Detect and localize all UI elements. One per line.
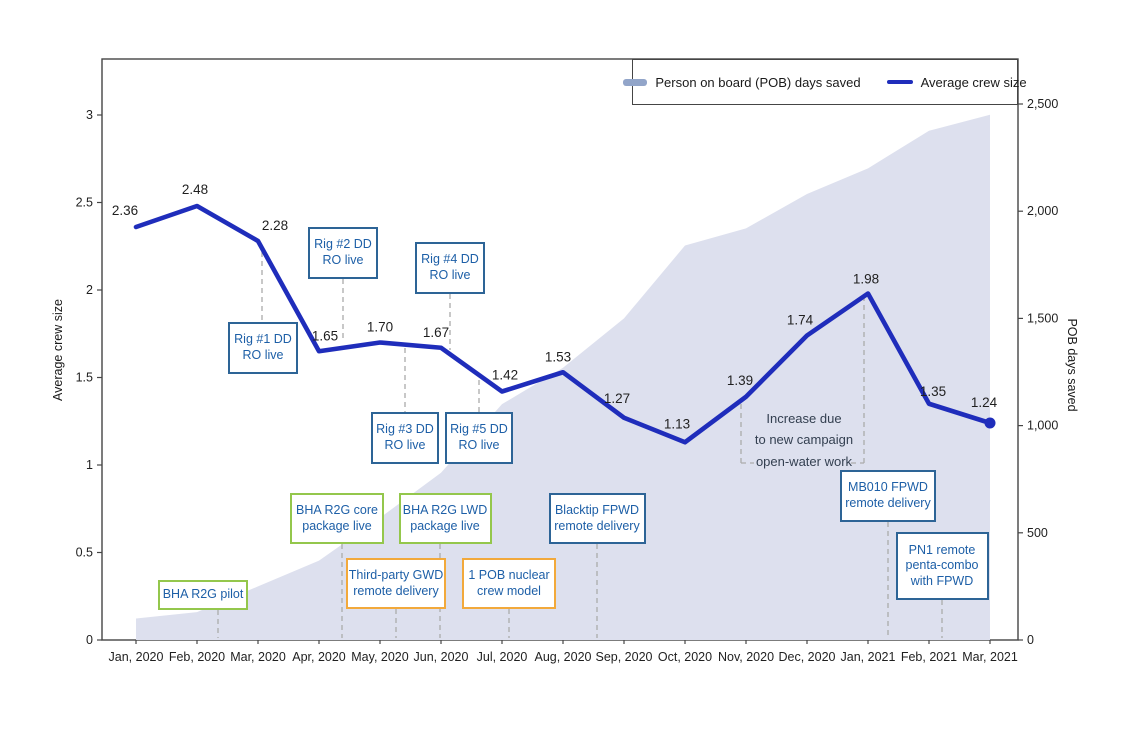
left-axis-tick-label: 1 — [86, 458, 93, 472]
line-end-marker — [984, 417, 996, 429]
legend-label-pob-days-saved: Person on board (POB) days saved — [655, 74, 861, 90]
line-series-swatch-icon — [886, 80, 913, 84]
data-point-label: 1.39 — [727, 373, 753, 388]
data-point-label: 1.67 — [423, 325, 449, 340]
right-axis-tick-label: 500 — [1027, 526, 1048, 540]
x-axis-month-label: Jan, 2021 — [841, 650, 896, 664]
area-series-swatch-icon — [623, 78, 648, 86]
legend-item-pob-days-saved: Person on board (POB) days saved — [623, 74, 861, 90]
data-point-label: 2.48 — [182, 182, 208, 197]
chart-legend: Person on board (POB) days saved Average… — [623, 59, 1027, 105]
data-point-label: 1.24 — [971, 395, 998, 410]
data-point-label: 1.98 — [853, 272, 879, 287]
x-axis-month-label: Dec, 2020 — [779, 650, 836, 664]
right-axis-title: POB days saved — [1065, 318, 1079, 412]
x-axis-month-label: Feb, 2020 — [169, 650, 225, 664]
left-axis-tick-label: 3 — [86, 108, 93, 122]
x-axis-month-label: Apr, 2020 — [292, 650, 346, 664]
data-point-label: 1.13 — [664, 416, 690, 431]
left-axis-title: Average crew size — [51, 299, 65, 401]
data-point-label: 1.70 — [367, 320, 393, 335]
x-axis-month-label: May, 2020 — [351, 650, 408, 664]
right-axis-tick-label: 1,000 — [1027, 419, 1058, 433]
legend-item-average-crew-size: Average crew size — [886, 74, 1027, 90]
x-axis-month-label: Nov, 2020 — [718, 650, 774, 664]
right-axis-tick-label: 2,000 — [1027, 204, 1058, 218]
x-axis-month-label: Mar, 2020 — [230, 650, 286, 664]
average-crew-size-line — [133, 203, 993, 445]
x-axis-month-label: Mar, 2021 — [962, 650, 1018, 664]
x-axis-month-label: Jun, 2020 — [414, 650, 469, 664]
x-axis-month-label: Oct, 2020 — [658, 650, 712, 664]
legend-label-average-crew-size: Average crew size — [920, 74, 1027, 90]
x-axis-month-label: Feb, 2021 — [901, 650, 957, 664]
data-point-label: 2.36 — [112, 203, 138, 218]
right-axis-tick-label: 1,500 — [1027, 311, 1058, 325]
data-point-label: 1.53 — [545, 349, 571, 364]
x-axis-month-label: Sep, 2020 — [596, 650, 653, 664]
pob-days-saved-area — [136, 114, 990, 641]
x-axis-month-label: Aug, 2020 — [535, 650, 592, 664]
data-point-label: 1.35 — [920, 384, 946, 399]
right-axis-tick-label: 0 — [1027, 633, 1034, 647]
left-axis-tick-label: 0.5 — [76, 546, 93, 560]
left-axis-tick-label: 2.5 — [76, 196, 93, 210]
x-axis-month-label: Jan, 2020 — [109, 650, 164, 664]
data-point-label: 1.74 — [787, 313, 814, 328]
x-axis-month-label: Jul, 2020 — [477, 650, 528, 664]
data-point-label: 1.27 — [604, 391, 630, 406]
data-point-label: 1.42 — [492, 368, 518, 383]
left-axis-tick-label: 0 — [86, 633, 93, 647]
right-axis-tick-label: 2,500 — [1027, 97, 1058, 111]
left-axis-tick-label: 2 — [86, 283, 93, 297]
data-point-label: 1.65 — [312, 328, 338, 343]
left-axis-tick-label: 1.5 — [76, 371, 93, 385]
data-point-label: 2.28 — [262, 218, 288, 233]
